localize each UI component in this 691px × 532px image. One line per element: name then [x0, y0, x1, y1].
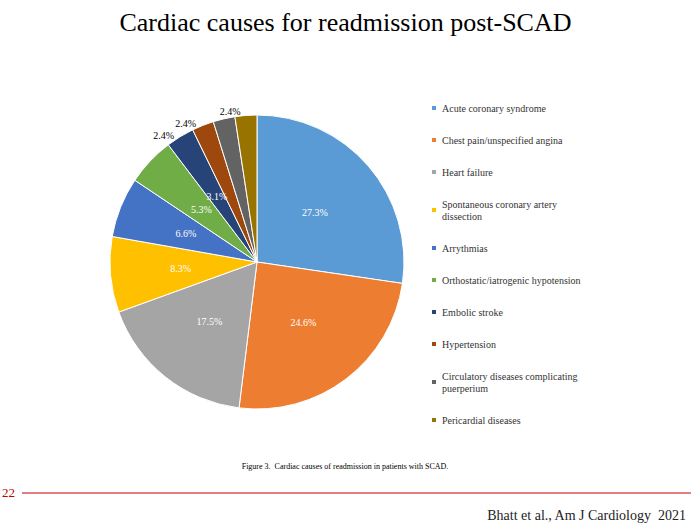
svg-text:dissection: dissection: [442, 211, 482, 222]
svg-text:Cardiac causes for readmission: Cardiac causes for readmission post-SCAD: [119, 8, 571, 37]
svg-text:6.6%: 6.6%: [176, 228, 197, 239]
svg-text:Spontaneous coronary artery: Spontaneous coronary artery: [442, 199, 559, 210]
svg-text:Orthostatic/iatrogenic hypoten: Orthostatic/iatrogenic hypotension: [442, 275, 581, 286]
svg-text:5.3%: 5.3%: [191, 204, 212, 215]
svg-text:Hypertension: Hypertension: [442, 339, 496, 350]
svg-text:27.3%: 27.3%: [302, 207, 328, 218]
svg-text:Pericardial diseases: Pericardial diseases: [442, 415, 521, 426]
svg-text:Embolic stroke: Embolic stroke: [442, 307, 503, 318]
svg-text:Heart failure: Heart failure: [442, 167, 493, 178]
svg-text:Acute coronary syndrome: Acute coronary syndrome: [442, 103, 546, 114]
svg-text:17.5%: 17.5%: [196, 316, 222, 327]
svg-text:8.3%: 8.3%: [170, 263, 191, 274]
svg-text:puerperium: puerperium: [442, 383, 488, 394]
svg-text:3.1%: 3.1%: [207, 191, 228, 202]
svg-text:22: 22: [2, 485, 15, 500]
svg-text:2.4%: 2.4%: [175, 118, 196, 129]
svg-text:Chest pain/unspecified angina: Chest pain/unspecified angina: [442, 135, 563, 146]
svg-text:Arrythmias: Arrythmias: [442, 243, 488, 254]
svg-text:2.4%: 2.4%: [220, 106, 241, 117]
svg-text:2.4%: 2.4%: [153, 130, 174, 141]
svg-text:Circulatory diseases complicat: Circulatory diseases complicating: [442, 371, 580, 382]
svg-text:24.6%: 24.6%: [290, 317, 316, 328]
svg-text:Figure 3. Cardiac causes of r: Figure 3. Cardiac causes of readmission …: [242, 462, 449, 471]
svg-text:Bhatt et al., Am J Cardiology: Bhatt et al., Am J Cardiology 2021: [487, 508, 686, 523]
